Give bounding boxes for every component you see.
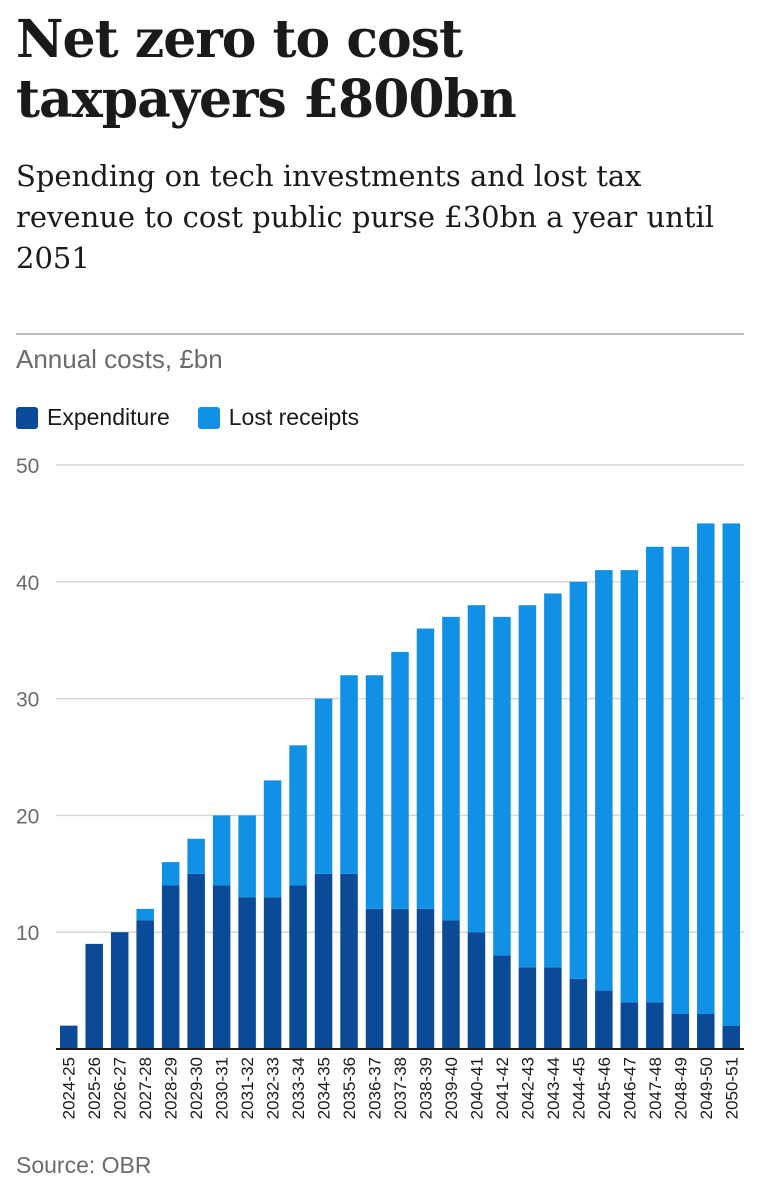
bar-lost-receipts: [595, 570, 613, 991]
bar-lost-receipts: [518, 605, 537, 968]
bar-expenditure: [263, 897, 282, 1049]
bar-lost-receipts: [161, 862, 180, 886]
bar-lost-receipts: [314, 698, 333, 874]
x-tick-label: 2029-30: [187, 1057, 206, 1119]
bar-lost-receipts: [697, 523, 715, 1014]
bar-lost-receipts: [289, 745, 307, 886]
x-tick-label: 2046-47: [620, 1057, 639, 1119]
bar-expenditure: [493, 955, 511, 1049]
bar-lost-receipts: [136, 908, 154, 921]
y-tick-label: 40: [16, 572, 39, 595]
x-tick-label: 2043-44: [544, 1057, 563, 1119]
bar-lost-receipts: [340, 675, 358, 874]
bar-lost-receipts: [671, 546, 690, 1014]
x-tick-label: 2030-31: [213, 1057, 232, 1119]
bar-expenditure: [391, 908, 409, 1049]
bar-expenditure: [314, 873, 333, 1049]
x-tick-label: 2037-38: [391, 1057, 410, 1119]
bar-expenditure: [467, 932, 486, 1049]
bar-lost-receipts: [722, 523, 741, 1026]
bar-expenditure: [136, 920, 154, 1049]
bar-lost-receipts: [212, 815, 231, 886]
bar-expenditure: [238, 897, 256, 1049]
legend-label-lost-receipts: Lost receipts: [228, 404, 360, 430]
bar-expenditure: [671, 1013, 690, 1049]
bar-lost-receipts: [442, 616, 460, 921]
divider: [16, 333, 744, 335]
x-tick-label: 2050-51: [722, 1057, 741, 1119]
y-tick-label: 10: [16, 922, 39, 945]
bar-lost-receipts: [365, 675, 384, 909]
x-tick-label: 2025-26: [85, 1057, 104, 1119]
legend-item-expenditure: Expenditure: [16, 404, 170, 431]
bar-expenditure: [646, 1002, 664, 1049]
bar-expenditure: [187, 873, 205, 1049]
x-tick-label: 2045-46: [595, 1057, 614, 1119]
bar-expenditure: [442, 920, 460, 1049]
x-tick-label: 2049-50: [697, 1057, 716, 1119]
source-note: Source: OBR: [16, 1152, 152, 1178]
bar-expenditure: [59, 1025, 78, 1049]
x-tick-label: 2047-48: [646, 1057, 665, 1119]
legend: Expenditure Lost receipts: [16, 404, 387, 431]
bar-lost-receipts: [416, 628, 435, 909]
legend-swatch-expenditure: [16, 406, 38, 429]
bar-expenditure: [595, 990, 613, 1049]
y-tick-label: 20: [16, 805, 39, 828]
bar-lost-receipts: [646, 546, 664, 1003]
x-tick-label: 2048-49: [671, 1057, 690, 1119]
x-tick-label: 2038-39: [416, 1057, 435, 1119]
chart-subtitle: Spending on tech investments and lost ta…: [16, 159, 715, 275]
x-tick-label: 2031-32: [238, 1057, 257, 1119]
bar-lost-receipts: [544, 593, 562, 968]
chart-title: Net zero to cost taxpayers £800bn: [16, 9, 517, 130]
bar-lost-receipts: [493, 616, 511, 956]
x-tick-label: 2032-33: [264, 1057, 283, 1119]
bar-expenditure: [85, 943, 103, 1049]
x-tick-label: 2040-41: [467, 1057, 486, 1119]
bar-expenditure: [569, 978, 588, 1049]
y-tick-label: 30: [16, 689, 39, 712]
legend-item-lost-receipts: Lost receipts: [197, 404, 360, 431]
bar-expenditure: [697, 1013, 715, 1049]
bar-expenditure: [722, 1025, 741, 1049]
bar-lost-receipts: [263, 780, 282, 898]
x-tick-label: 2036-37: [366, 1057, 385, 1119]
bar-expenditure: [212, 885, 231, 1049]
x-tick-label: 2033-34: [289, 1057, 308, 1119]
bar-expenditure: [518, 967, 537, 1049]
bar-chart: 10 20 30 40 50 2024-25 2025-26 2026-27 2027-28 20…: [16, 455, 744, 1119]
legend-swatch-lost-receipts: [197, 406, 220, 429]
bar-lost-receipts: [620, 570, 639, 1003]
bar-lost-receipts: [187, 838, 205, 874]
y-axis-label: Annual costs, £bn: [16, 344, 223, 374]
legend-label-expenditure: Expenditure: [47, 404, 170, 430]
x-tick-label: 2034-35: [315, 1057, 334, 1119]
x-tick-label: 2026-27: [111, 1057, 130, 1119]
bar-expenditure: [620, 1002, 639, 1049]
x-tick-label: 2041-42: [493, 1057, 512, 1119]
bar-expenditure: [544, 967, 562, 1049]
x-tick-label: 2039-40: [442, 1057, 461, 1119]
bar-expenditure: [161, 885, 180, 1049]
bar-lost-receipts: [569, 581, 588, 979]
bar-lost-receipts: [238, 815, 256, 898]
bar-expenditure: [416, 908, 435, 1049]
bar-expenditure: [110, 932, 129, 1049]
x-tick-label: 2028-29: [162, 1057, 181, 1119]
x-tick-label: 2044-45: [569, 1057, 588, 1119]
bar-expenditure: [365, 908, 384, 1049]
x-tick-label: 2024-25: [60, 1057, 79, 1119]
y-tick-label: 50: [16, 455, 39, 478]
bar-expenditure: [289, 885, 307, 1049]
bar-lost-receipts: [391, 651, 409, 909]
x-tick-label: 2027-28: [136, 1057, 155, 1119]
bar-lost-receipts: [467, 605, 486, 933]
bar-expenditure: [340, 873, 358, 1049]
x-tick-label: 2035-36: [340, 1057, 359, 1119]
x-tick-label: 2042-43: [518, 1057, 537, 1119]
